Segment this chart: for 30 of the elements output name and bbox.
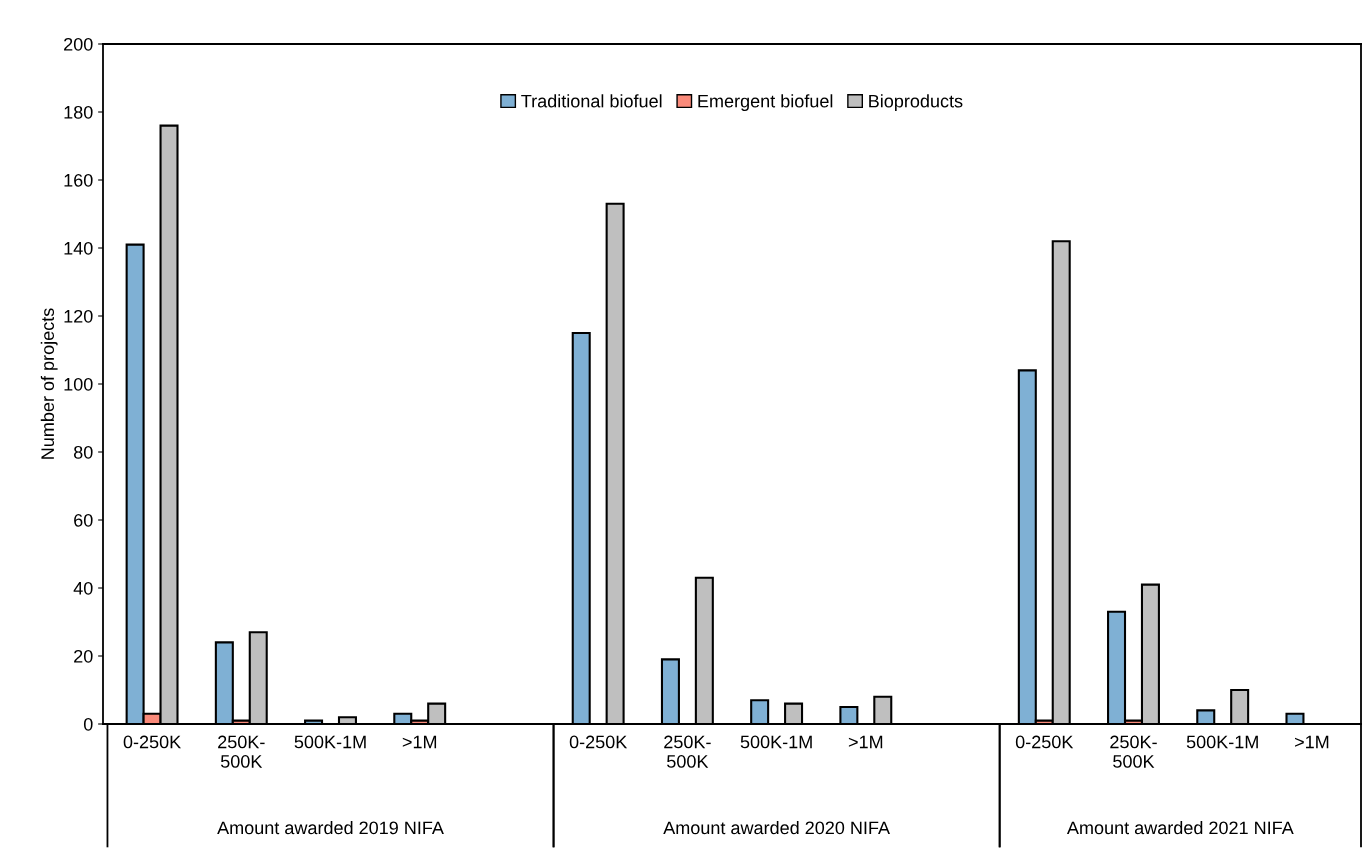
y-tick-label: 20: [74, 649, 93, 663]
legend-label: Traditional biofuel: [521, 94, 662, 108]
text: Amount awarded 2020 NIFA: [663, 820, 890, 835]
text: Amount awarded 2019 NIFA: [217, 820, 444, 835]
y-tick-label: 0: [83, 717, 93, 731]
x-tick-label: 250K- 500K: [1110, 735, 1157, 768]
x-tick-label: 0-250K: [569, 735, 628, 749]
x-tick-label: 0-250K: [123, 735, 181, 749]
y-tick-label: 180: [64, 105, 93, 119]
y-tick-label: 200: [64, 37, 93, 51]
legend-label: Emergent biofuel: [698, 94, 833, 112]
y-tick-label: 100: [64, 377, 93, 391]
x-tick-label: 250K- 500K: [664, 735, 711, 768]
y-tick-label: 140: [64, 241, 93, 255]
y-axis-title: Number of projects: [40, 308, 58, 459]
y-tick-label: 60: [74, 513, 93, 527]
text: Amount awarded 2021 NIFA: [1066, 820, 1294, 835]
y-tick-label: 40: [73, 581, 93, 595]
y-tick-label: 120: [64, 309, 93, 323]
y-tick-label: 160: [64, 173, 93, 187]
x-tick-label: 0-250K: [1015, 735, 1074, 749]
x-tick-label: >1M: [1295, 735, 1329, 749]
legend-label: Bioproducts: [869, 94, 963, 112]
x-tick-label: 500K-1M: [294, 735, 366, 749]
x-tick-label: >1M: [848, 735, 883, 749]
x-tick-label: 500K-1M: [740, 735, 812, 749]
y-tick-label: 80: [73, 445, 93, 459]
x-tick-label: >1M: [402, 735, 437, 749]
x-tick-label: 500K-1M: [1186, 735, 1258, 749]
x-tick-label: 250K- 500K: [218, 735, 265, 768]
